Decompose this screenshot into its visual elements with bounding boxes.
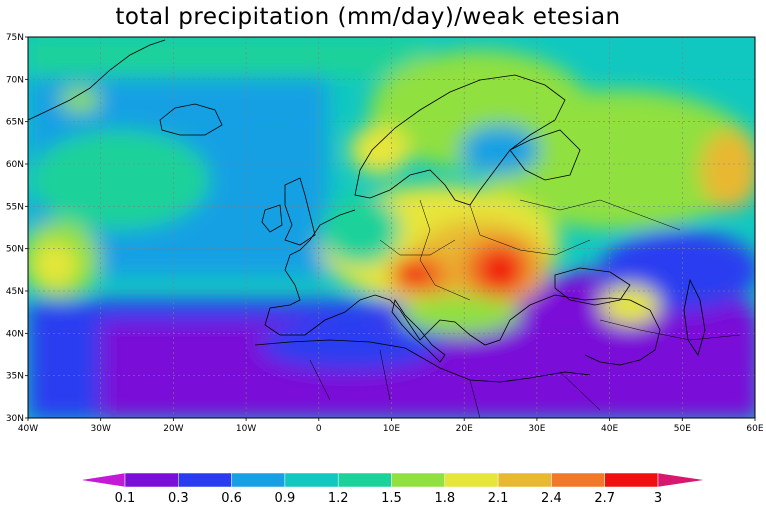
lon-tick-label: 30W — [91, 424, 111, 434]
colorbar-label: 0.1 — [115, 491, 136, 506]
colorbar: 0.1 0.3 0.6 0.9 1.2 1.5 1.8 2.1 2.4 2.7 3 — [79, 472, 706, 506]
lon-tick-label: 30E — [528, 424, 545, 434]
lon-tick-label: 40W — [18, 424, 38, 434]
colorbar-label: 1.2 — [328, 491, 349, 506]
longitude-axis: 40W 30W 20W 10W 0 10E 20E 30E 40E 50E 60E — [18, 418, 764, 434]
colorbar-swatch — [337, 472, 392, 488]
lat-tick-label: 50N — [6, 245, 24, 255]
colorbar-swatch — [284, 472, 339, 488]
colorbar-swatch — [231, 472, 286, 488]
lat-tick-label: 70N — [6, 75, 24, 85]
lon-tick-label: 60E — [746, 424, 763, 434]
lon-tick-label: 20W — [163, 424, 183, 434]
colorbar-swatch — [604, 472, 659, 488]
colorbar-swatch — [497, 472, 552, 488]
colorbar-label: 3 — [654, 491, 662, 506]
lon-tick-label: 0 — [316, 424, 322, 434]
lat-tick-label: 30N — [6, 414, 24, 424]
lat-tick-label: 55N — [6, 202, 24, 212]
colorbar-label: 1.5 — [381, 491, 402, 506]
graticule — [28, 37, 755, 418]
map-title: total precipitation (mm/day)/weak etesia… — [115, 4, 621, 30]
lon-tick-label: 10W — [236, 424, 256, 434]
lon-tick-label: 20E — [456, 424, 473, 434]
colorbar-swatch — [444, 472, 499, 488]
lat-tick-label: 65N — [6, 118, 24, 128]
lat-tick-label: 35N — [6, 372, 24, 382]
colorbar-swatch — [124, 472, 179, 488]
colorbar-over-arrow — [657, 472, 706, 488]
coastlines — [28, 39, 741, 418]
lat-tick-label: 75N — [6, 33, 24, 43]
colorbar-swatch — [551, 472, 605, 488]
colorbar-label: 0.6 — [221, 491, 242, 506]
lat-tick-label: 60N — [6, 160, 24, 170]
colorbar-swatch — [391, 472, 446, 488]
colorbar-label: 2.4 — [541, 491, 562, 506]
lon-tick-label: 10E — [383, 424, 400, 434]
lon-tick-label: 50E — [674, 424, 691, 434]
latitude-axis: 75N 70N 65N 60N 55N 50N 45N 40N 35N 30N — [6, 33, 28, 424]
colorbar-label: 0.3 — [168, 491, 189, 506]
colorbar-swatch — [178, 472, 232, 488]
precipitation-field — [28, 37, 755, 418]
colorbar-label: 1.8 — [434, 491, 455, 506]
colorbar-under-arrow — [79, 472, 126, 488]
colorbar-label: 2.7 — [594, 491, 615, 506]
lon-tick-label: 40E — [601, 424, 618, 434]
colorbar-label: 0.9 — [275, 491, 296, 506]
colorbar-label: 2.1 — [488, 491, 509, 506]
lat-tick-label: 40N — [6, 329, 24, 339]
lat-tick-label: 45N — [6, 287, 24, 297]
